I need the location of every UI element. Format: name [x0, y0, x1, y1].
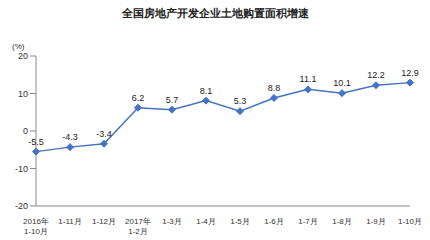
svg-text:-20: -20: [15, 201, 28, 211]
svg-text:5.7: 5.7: [166, 95, 179, 105]
svg-text:1-9月: 1-9月: [366, 217, 386, 226]
svg-text:1-3月: 1-3月: [162, 217, 182, 226]
svg-text:1-7月: 1-7月: [298, 217, 318, 226]
svg-text:10: 10: [18, 89, 28, 99]
svg-text:1-5月: 1-5月: [230, 217, 250, 226]
svg-text:12.9: 12.9: [401, 68, 419, 78]
svg-text:2017年1-2月: 2017年1-2月: [125, 217, 151, 236]
svg-text:20: 20: [18, 51, 28, 61]
svg-text:1-11月: 1-11月: [58, 217, 81, 226]
svg-text:1-10月: 1-10月: [398, 217, 422, 226]
svg-text:1-4月: 1-4月: [196, 217, 216, 226]
svg-text:-10: -10: [15, 164, 28, 174]
svg-text:-4.3: -4.3: [62, 132, 78, 142]
svg-text:1-12月: 1-12月: [92, 217, 116, 226]
svg-text:2016年1-10月: 2016年1-10月: [23, 217, 49, 236]
svg-text:5.3: 5.3: [234, 96, 247, 106]
svg-text:0: 0: [23, 126, 28, 136]
svg-text:6.2: 6.2: [132, 93, 145, 103]
svg-text:12.2: 12.2: [367, 70, 385, 80]
svg-text:1-6月: 1-6月: [264, 217, 284, 226]
svg-text:-5.5: -5.5: [28, 137, 44, 147]
svg-text:8.8: 8.8: [268, 83, 281, 93]
svg-text:1-8月: 1-8月: [332, 217, 352, 226]
svg-text:-3.4: -3.4: [96, 129, 112, 139]
svg-text:8.1: 8.1: [200, 86, 213, 96]
svg-text:11.1: 11.1: [300, 74, 317, 84]
svg-text:10.1: 10.1: [333, 78, 351, 88]
html-text:全国房地产开发企业土地购置面积增速: 全国房地产开发企业土地购置面积增速: [121, 7, 309, 19]
